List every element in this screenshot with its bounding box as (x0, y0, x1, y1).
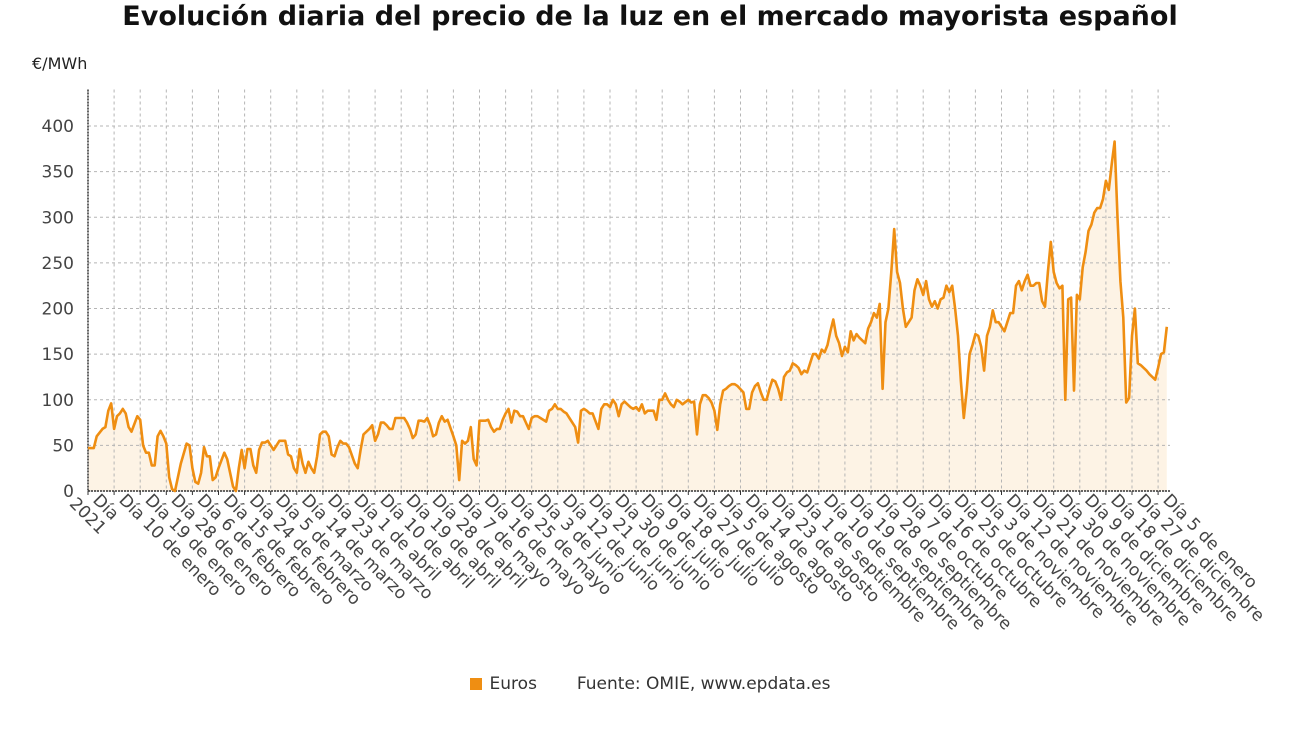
y-tick-label: 50 (52, 436, 74, 456)
series-line-euros (88, 140, 1169, 493)
y-tick-label: 250 (42, 254, 74, 274)
chart-title: Evolución diaria del precio de la luz en… (122, 1, 1178, 32)
area-fill (88, 141, 1167, 491)
y-tick-label: 350 (42, 163, 74, 183)
legend-label-euros: Euros (489, 674, 537, 694)
legend-swatch-euros (469, 678, 482, 690)
y-tick-label: 150 (42, 345, 74, 365)
y-tick-label: 200 (42, 300, 74, 320)
y-axis-unit: €/MWh (32, 54, 88, 73)
y-tick-label: 0 (63, 482, 74, 502)
y-tick-label: 300 (42, 208, 74, 228)
y-tick-label: 100 (42, 391, 74, 411)
legend: Euros Fuente: OMIE, www.epdata.es (0, 674, 1300, 694)
source-note: Fuente: OMIE, www.epdata.es (576, 674, 831, 694)
y-tick-label: 400 (42, 117, 74, 137)
